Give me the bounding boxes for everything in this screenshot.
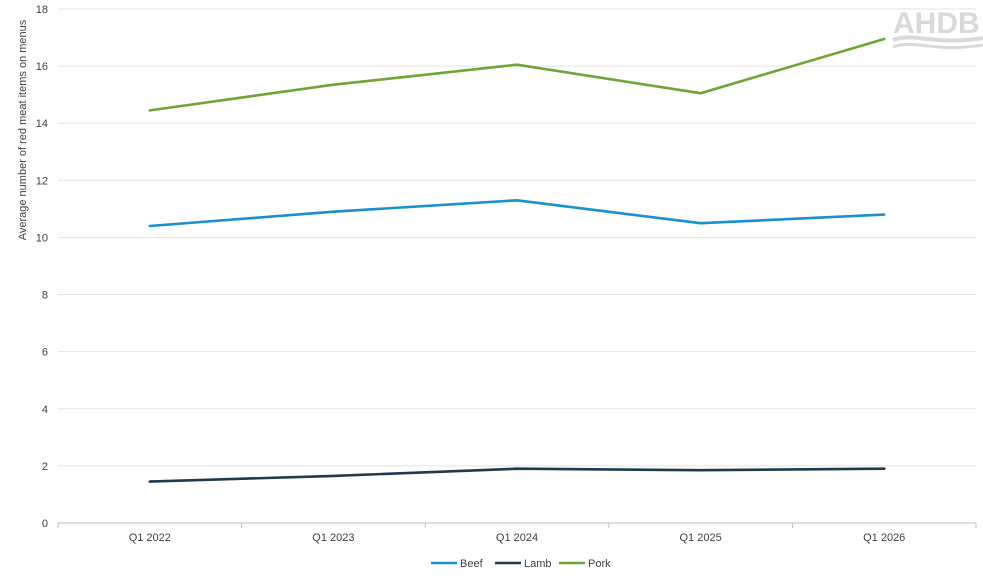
legend-label-lamb: Lamb <box>524 558 552 570</box>
legend: Beef Lamb Pork <box>431 558 611 570</box>
series-line-beef <box>148 199 886 228</box>
logo-wave-icon <box>892 35 983 43</box>
series-layer <box>148 37 886 483</box>
logo-text: AHDB <box>893 7 980 40</box>
y-tick-label: 0 <box>42 518 48 530</box>
y-tick-label: 12 <box>36 175 48 187</box>
x-tick-label: Q1 2022 <box>129 532 171 544</box>
y-tick-label: 10 <box>36 232 48 244</box>
y-tick-label: 8 <box>42 290 48 302</box>
series-line-lamb <box>148 467 886 483</box>
legend-label-beef: Beef <box>460 558 484 570</box>
x-tick-label: Q1 2024 <box>496 532 538 544</box>
y-tick-label: 18 <box>36 4 48 16</box>
y-tick-label: 4 <box>42 404 48 416</box>
y-tick-label: 16 <box>36 61 48 73</box>
axis-layer: 0 2 4 6 8 10 12 14 16 18 Q1 2022 Q1 2023 Q1 2024 Q1 2… <box>36 4 977 544</box>
y-axis-title: Average number of red meat items on menu… <box>17 19 29 240</box>
y-tick-label: 14 <box>36 118 48 130</box>
logo-wave-icon-2 <box>892 42 983 50</box>
series-line-pork <box>148 37 886 112</box>
legend-label-pork: Pork <box>588 558 611 570</box>
y-tick-label: 2 <box>42 461 48 473</box>
grid-layer <box>58 8 976 524</box>
x-tick-label: Q1 2023 <box>312 532 354 544</box>
x-tick-label: Q1 2025 <box>679 532 721 544</box>
x-tick-label: Q1 2026 <box>863 532 905 544</box>
y-tick-label: 6 <box>42 347 48 359</box>
ahdb-logo: AHDB <box>892 7 983 50</box>
